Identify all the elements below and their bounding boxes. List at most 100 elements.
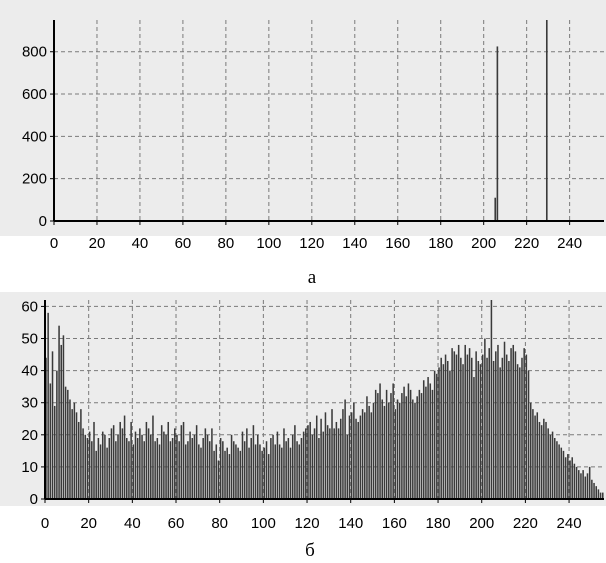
histogram-bar [481, 354, 484, 499]
histogram-bar [187, 441, 189, 499]
histogram-bar [497, 344, 499, 499]
x-tick-label: 200 [471, 235, 496, 252]
histogram-a: 0 200 400 600 800 0 20 40 60 80 100 120 140 160 180 200… [0, 0, 606, 252]
histogram-bar [311, 434, 314, 499]
histogram-bar [377, 393, 379, 499]
histogram-bar [130, 421, 132, 499]
histogram-bar [326, 425, 329, 499]
histogram-bar [180, 425, 183, 499]
histogram-bar [58, 325, 60, 499]
histogram-bar [422, 380, 425, 499]
histogram-bar [516, 364, 519, 499]
histogram-bar [381, 399, 384, 499]
histogram-bar [444, 354, 447, 499]
histogram-bar [584, 476, 587, 499]
histogram-bar [490, 300, 493, 499]
histogram-bar [540, 425, 543, 499]
histogram-bar [420, 393, 423, 499]
histogram-bar [80, 409, 82, 499]
histogram-bar [112, 425, 115, 499]
histogram-bar [143, 441, 145, 499]
histogram-bar [167, 421, 170, 499]
x-tick-label: 120 [299, 235, 324, 252]
histogram-bar [460, 357, 462, 499]
histogram-bar [468, 348, 471, 499]
histogram-bar [64, 386, 67, 499]
x-tick-label: 20 [80, 515, 97, 532]
histogram-bar [193, 434, 196, 499]
histogram-bar [62, 335, 65, 499]
histogram-bar [407, 383, 410, 499]
x-tick-label: 140 [342, 235, 367, 252]
y-tick-label: 0 [30, 491, 38, 508]
histogram-bar [237, 447, 239, 499]
histogram-bar [534, 415, 536, 499]
histogram-bar [73, 402, 76, 499]
histogram-bar [466, 354, 469, 499]
x-tick-label: 100 [251, 515, 276, 532]
histogram-bar [427, 377, 429, 499]
histogram-bar [586, 473, 589, 499]
histogram-bar [324, 412, 327, 499]
histogram-bar [134, 431, 137, 499]
histogram-bar [409, 389, 412, 499]
histogram-bar [383, 405, 386, 499]
histogram-bar [250, 438, 252, 499]
histogram-bar [139, 428, 141, 499]
x-tick-label: 180 [426, 515, 451, 532]
histogram-bar [348, 415, 351, 499]
x-tick-label: 60 [175, 235, 192, 252]
histogram-bar [551, 431, 554, 499]
x-tick-label: 140 [338, 515, 363, 532]
histogram-bar [132, 444, 135, 499]
histogram-bar [333, 428, 335, 499]
histogram-bar [599, 492, 602, 499]
histogram-bar [254, 444, 257, 499]
histogram-bar [403, 386, 405, 499]
histogram-bar [322, 431, 325, 499]
histogram-bar [577, 470, 580, 499]
histogram-bar [202, 438, 204, 499]
histogram-bar [499, 367, 501, 499]
histogram-bar [342, 409, 344, 499]
histogram-bar [597, 489, 600, 499]
histogram-bar [71, 409, 73, 499]
x-tick-label: 200 [469, 515, 494, 532]
histogram-bar [488, 348, 490, 499]
histogram-bar [53, 405, 56, 499]
histogram-bar [136, 438, 139, 499]
histogram-bar [119, 421, 121, 499]
histogram-bar [392, 383, 394, 499]
y-tick-label: 30 [21, 395, 38, 412]
histogram-bar [169, 441, 172, 499]
histogram-bar [82, 428, 84, 499]
histogram-bar [309, 421, 311, 499]
x-tick-label: 80 [211, 515, 228, 532]
histogram-bar [473, 377, 475, 499]
x-tick-label: 120 [295, 515, 320, 532]
histogram-bar [95, 450, 97, 499]
histogram-bar [49, 383, 52, 499]
y-tick-label: 20 [21, 427, 38, 444]
histogram-bar [385, 389, 388, 499]
histogram-bar [121, 428, 124, 499]
histogram-bar [462, 364, 464, 499]
histogram-bar [270, 438, 272, 499]
histogram-bar [208, 441, 211, 499]
histogram-bar [595, 486, 597, 499]
histogram-bar [217, 460, 220, 499]
histogram-bar [219, 438, 222, 499]
histogram-bar [571, 457, 573, 499]
histogram-bar [302, 431, 305, 499]
histogram-bar [163, 431, 165, 499]
histogram-bar [246, 428, 248, 499]
x-tick-label: 160 [385, 235, 410, 252]
y-tick-label: 60 [21, 298, 38, 315]
histogram-bar [492, 360, 495, 499]
histogram-bar [543, 418, 545, 499]
histogram-bar [379, 383, 381, 499]
histogram-bar [496, 46, 499, 221]
histogram-bar [313, 428, 316, 499]
histogram-bar [228, 454, 231, 499]
histogram-bar [567, 454, 569, 499]
